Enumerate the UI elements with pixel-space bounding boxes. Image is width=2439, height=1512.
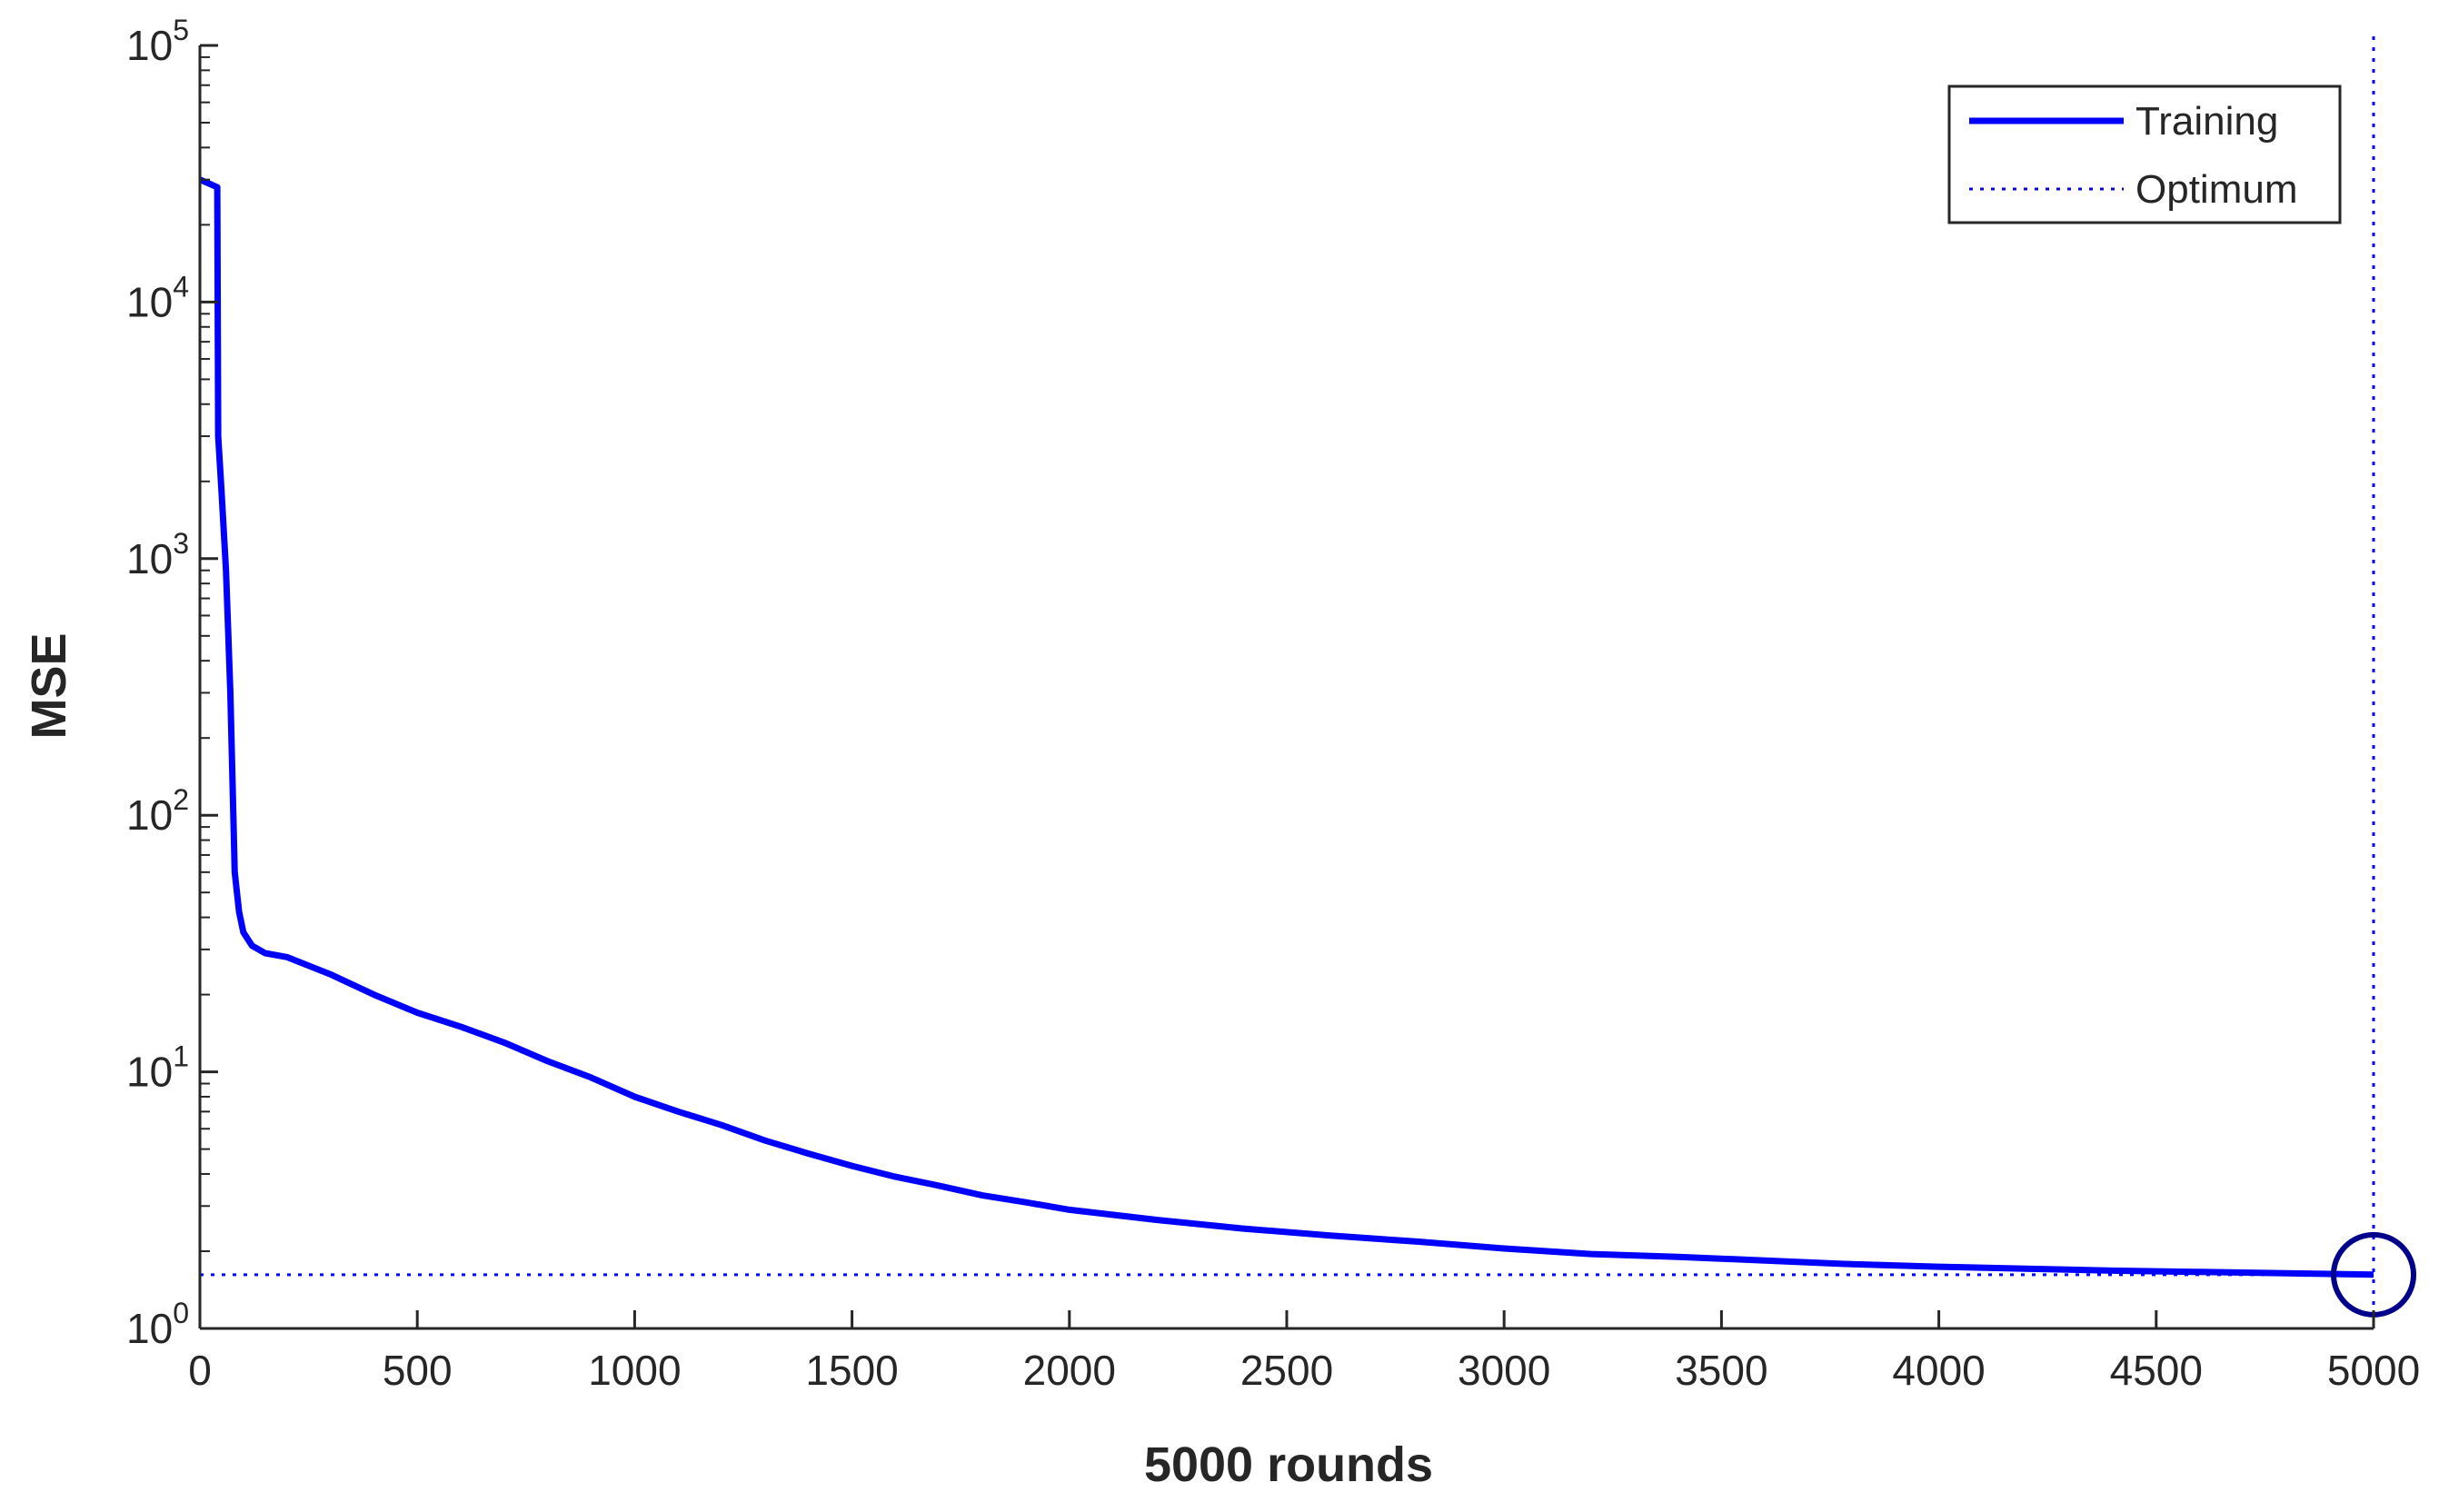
y-tick-label: 104 (126, 270, 189, 325)
x-tick-label: 0 (188, 1347, 212, 1394)
legend-training-label: Training (2135, 99, 2278, 144)
legend-box (1947, 85, 2342, 224)
y-tick-label: 105 (126, 14, 189, 69)
y-tick-label: 102 (126, 783, 189, 839)
x-axis: 0 500 1000 1500 2000 2500 3000 3500 4000 4500 5000 (188, 1310, 2420, 1394)
y-tick-label: 103 (126, 527, 189, 582)
plot-area (198, 36, 2416, 1328)
y-axis: 100 101 102 103 104 105 (126, 14, 218, 1352)
x-tick-label: 2000 (1023, 1347, 1116, 1394)
y-tick-label: 101 (126, 1040, 189, 1096)
x-tick-label: 1000 (588, 1347, 681, 1394)
x-tick-label: 5000 (2327, 1347, 2420, 1394)
y-axis-label: MSE (22, 632, 76, 739)
x-tick-label: 500 (383, 1347, 453, 1394)
x-axis-label: 5000 rounds (1144, 1437, 1433, 1492)
x-tick-label: 2500 (1240, 1347, 1333, 1394)
x-tick-label: 3000 (1458, 1347, 1550, 1394)
x-tick-label: 4000 (1892, 1347, 1985, 1394)
x-tick-label: 3500 (1675, 1347, 1767, 1394)
x-tick-label: 4500 (2110, 1347, 2203, 1394)
x-tick-label: 1500 (805, 1347, 898, 1394)
series-line-training (198, 176, 2374, 1278)
legend: Training Optimum (1947, 85, 2342, 224)
y-tick-label: 100 (126, 1297, 189, 1352)
legend-optimum-label: Optimum (2135, 167, 2297, 212)
